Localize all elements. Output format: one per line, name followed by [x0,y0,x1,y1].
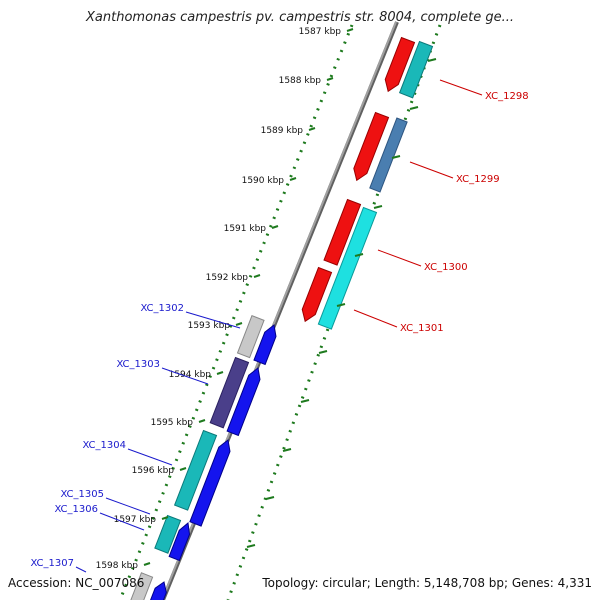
tick-mark [409,106,419,110]
tick-label: 1597 kbp [114,515,157,525]
gene-xc-1303 [209,356,250,429]
gene-xc-1303b [226,367,261,437]
gene-xc-1307-gray [130,572,154,600]
callout-line [377,249,422,267]
gene-features [130,36,434,600]
tick-label: 1587 kbp [299,27,342,37]
tick-mark [143,562,151,566]
topology-text: Topology: circular; Length: 5,148,708 bp… [262,576,592,590]
gene-xc-1305 [154,514,182,554]
gene-xc-1304b [189,439,231,527]
tick-mark [308,127,316,131]
gene-label-xc-1303: XC_1303 [116,359,160,370]
gene-xc-1300 [323,198,362,266]
tick-mark [391,155,401,159]
gene-xc-1298b [398,40,434,99]
tick-label: 1596 kbp [132,466,175,476]
gene-label-xc-1306: XC_1306 [54,504,98,515]
callout-line [161,367,209,385]
tick-mark [246,544,256,548]
callout-line [353,309,398,328]
tick-mark [336,303,346,307]
tick-label: 1595 kbp [151,418,194,428]
tick-mark [282,448,292,452]
tick-mark [253,274,261,278]
callout-line [75,566,87,573]
gene-label-xc-1299: XC_1299 [456,174,500,185]
tick-mark [318,350,328,354]
gene-label-xc-1307: XC_1307 [30,558,74,569]
gene-label-xc-1304: XC_1304 [82,440,126,451]
gene-label-xc-1298: XC_1298 [485,91,529,102]
tick-mark [235,322,243,326]
tick-mark [265,496,275,500]
tick-label: 1592 kbp [206,273,249,283]
gene-label-xc-1300: XC_1300 [424,262,468,273]
tick-label: 1589 kbp [261,126,304,136]
gene-xc-1299 [353,111,390,182]
tick-label: 1598 kbp [96,561,139,571]
tick-mark [427,58,437,62]
gene-xc-1298 [384,36,416,93]
gene-xc-1302 [253,324,277,366]
tick-mark [354,253,364,257]
callout-line [99,512,145,531]
callout-line [439,79,483,96]
gene-label-xc-1305: XC_1305 [60,489,104,500]
gene-xc-1302-gray [236,315,265,359]
tick-mark [161,516,169,520]
callout-line [127,448,173,466]
tick-mark [300,399,310,403]
tick-mark [373,205,383,209]
tick-label: 1591 kbp [224,224,267,234]
gene-label-xc-1301: XC_1301 [400,323,444,334]
tick-label: 1588 kbp [279,76,322,86]
tick-mark [271,225,279,229]
tick-mark [179,467,187,471]
tick-label: 1593 kbp [188,321,231,331]
gene-xc-1306 [168,522,191,562]
gene-label-xc-1302: XC_1302 [140,303,184,314]
callout-line [409,161,454,179]
gene-xc-1300b [301,266,333,323]
gene-xc-1299b [369,117,408,193]
gene-xc-1301 [317,206,378,330]
callout-line [185,311,241,329]
gene-xc-1304 [173,429,218,511]
tick-mark [289,177,297,181]
gene-callouts: XC_1298 XC_1299 XC_1300 XC_1301 XC_1302 XC_13… [30,79,529,573]
tick-label: 1590 kbp [242,176,285,186]
tick-mark [346,28,354,32]
callout-line [105,497,151,515]
map-title: Xanthomonas campestris pv. campestris st… [86,10,514,25]
gene-xc-1307 [150,581,167,600]
tick-marks: 1587 kbp 1588 kbp 1589 kbp 1590 kbp 1591 kbp… [96,27,437,571]
tick-label: 1594 kbp [169,370,212,380]
tick-mark [198,419,206,423]
accession-text: Accession: NC_007086 [8,576,145,590]
tick-mark [326,77,334,81]
tick-mark [216,371,224,375]
